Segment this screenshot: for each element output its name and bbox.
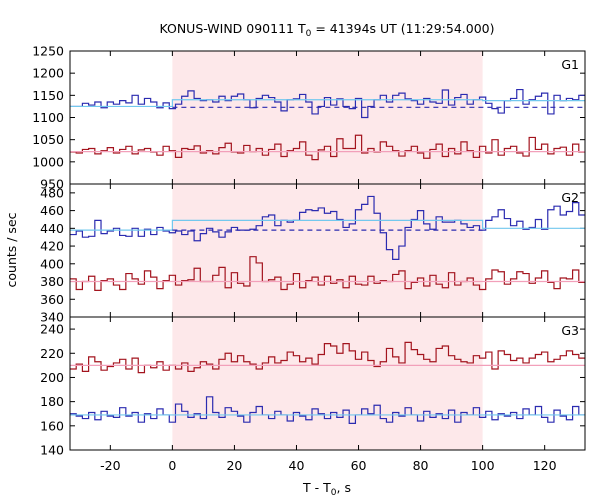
series-blue-g3 [70, 396, 585, 424]
panel-g1: 950 1000 1050 1100 1150 1200 1250 G1 [32, 44, 586, 192]
y-tick-label: 460 [40, 203, 64, 218]
y-tick-label: 1250 [32, 44, 64, 59]
x-tick-label: 120 [533, 458, 557, 473]
y-tick-label: 220 [40, 346, 64, 361]
y-tick-label: 160 [40, 418, 64, 433]
series-red-g3 [70, 341, 585, 374]
shaded-interval [172, 51, 483, 450]
panel-label: G3 [561, 323, 579, 338]
y-tick-label: 240 [40, 322, 64, 337]
panel-frame [69, 316, 586, 451]
panel-g2: 340 360 380 400 420 440 460 480 G2 [40, 183, 586, 325]
y-tick-label: 950 [40, 177, 64, 192]
y-tick-label: 1150 [32, 88, 64, 103]
series-blue-g1 [70, 88, 585, 119]
panel-label: G2 [561, 190, 579, 205]
x-axis-label-text: T - T [302, 480, 331, 495]
x-axis-label: T - T0, s [302, 480, 351, 498]
fit-line-cyan [70, 99, 585, 108]
fit-line-cyan [70, 219, 585, 231]
series-red-g1 [70, 134, 585, 161]
y-tick-label: 1100 [32, 110, 64, 125]
x-tick-label: 100 [471, 458, 495, 473]
panel-label: G1 [561, 57, 579, 72]
y-tick-label: 1200 [32, 66, 64, 81]
series-blue-g2 [70, 195, 585, 260]
y-tick-label: 200 [40, 370, 64, 385]
chart-title-suffix: = 41394s UT (11:29:54.000) [311, 21, 494, 36]
plot-area: 950100010501100115012001250G134036038040… [32, 44, 586, 473]
x-axis-label-subscript: 0 [331, 488, 337, 498]
y-axis-label: counts / sec [4, 212, 19, 287]
x-tick-label: 20 [226, 458, 242, 473]
x-tick-label: -20 [100, 458, 120, 473]
chart-title-subscript: 0 [306, 29, 312, 39]
y-tick-label: 440 [40, 221, 64, 236]
y-tick-label: 1050 [32, 132, 64, 147]
x-tick-label: 0 [168, 458, 176, 473]
x-tick-label: 60 [351, 458, 367, 473]
chart-title-text: KONUS-WIND 090111 T [159, 21, 305, 36]
x-axis-label-suffix: , s [337, 480, 351, 495]
x-tick-label: 80 [413, 458, 429, 473]
panel-g3: 140 160 180 200 220 240 G3 [40, 316, 586, 458]
y-tick-label: 360 [40, 292, 64, 307]
y-tick-label: 1000 [32, 154, 64, 169]
x-tick-label: 40 [289, 458, 305, 473]
y-tick-label: 340 [40, 310, 64, 325]
y-tick-label: 180 [40, 394, 64, 409]
y-tick-label: 400 [40, 256, 64, 271]
y-tick-label: 420 [40, 239, 64, 254]
chart-title: KONUS-WIND 090111 T0 = 41394s UT (11:29:… [159, 21, 494, 39]
y-tick-label: 480 [40, 185, 64, 200]
y-tick-label: 140 [40, 443, 64, 458]
y-tick-label: 380 [40, 274, 64, 289]
